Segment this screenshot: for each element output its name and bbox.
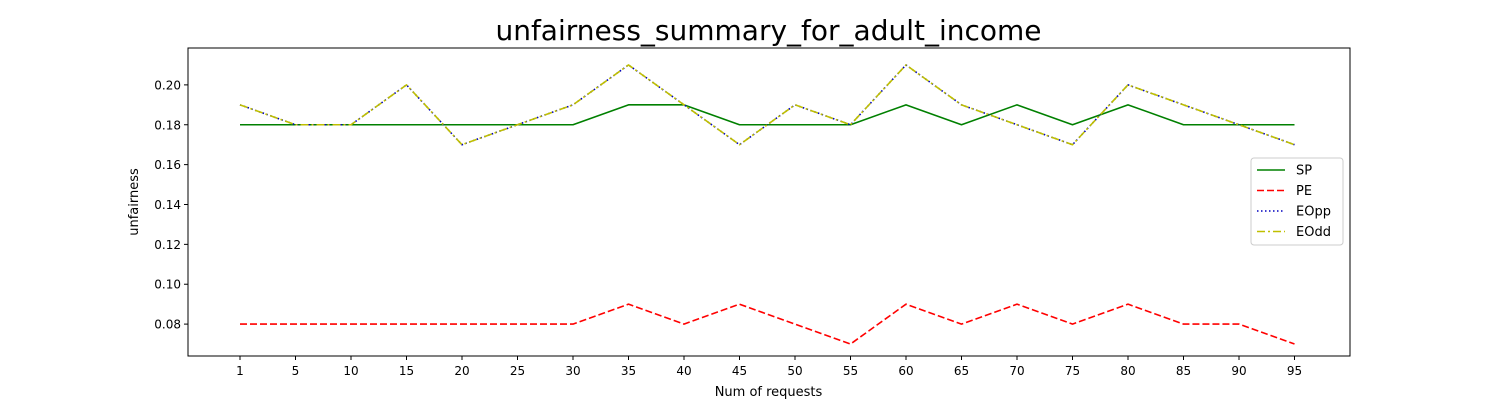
x-tick-label: 60 xyxy=(898,364,913,378)
legend-box xyxy=(1250,157,1344,246)
y-tick-label: 0.16 xyxy=(154,158,181,172)
y-axis: 0.08 0.10 0.12 0.14 0.16 0.18 0.20 xyxy=(154,78,188,332)
x-axis-label: Num of requests xyxy=(715,385,823,400)
y-tick-label: 0.14 xyxy=(154,198,181,212)
plot-frame xyxy=(187,47,1351,357)
y-tick-label: 0.12 xyxy=(154,238,181,252)
series-line-pe xyxy=(240,303,1295,345)
x-tick-label: 65 xyxy=(954,364,969,378)
y-tick-label: 0.20 xyxy=(154,78,181,92)
series-line-eodd xyxy=(239,64,1295,146)
x-tick-label: 75 xyxy=(1065,364,1080,378)
x-tick-label: 15 xyxy=(399,364,414,378)
x-tick-label: 95 xyxy=(1287,364,1302,378)
legend-label-eopp: EOpp xyxy=(1296,205,1331,220)
x-tick-label: 10 xyxy=(343,364,358,378)
y-tick-label: 0.08 xyxy=(154,318,181,332)
x-tick-label: 50 xyxy=(787,364,802,378)
x-tick-label: 40 xyxy=(676,364,691,378)
x-tick-label: 90 xyxy=(1231,364,1246,378)
legend-label-sp: SP xyxy=(1296,164,1312,179)
legend-label-eodd: EOdd xyxy=(1296,225,1331,240)
plot-area xyxy=(239,64,1295,345)
x-axis: 1 5 10 15 20 25 30 35 40 45 50 55 60 65 70 75 80 85 90 95 xyxy=(236,356,1302,378)
x-tick-label: 45 xyxy=(732,364,747,378)
x-tick-label: 30 xyxy=(565,364,580,378)
chart-title: unfairness_summary_for_adult_income xyxy=(495,14,1041,47)
x-tick-label: 25 xyxy=(510,364,525,378)
x-tick-label: 20 xyxy=(454,364,469,378)
y-axis-label: unfairness xyxy=(127,168,142,236)
legend-label-pe: PE xyxy=(1296,184,1312,199)
y-tick-label: 0.18 xyxy=(154,118,181,132)
series-line-eopp xyxy=(239,64,1295,146)
x-tick-label: 70 xyxy=(1009,364,1024,378)
x-tick-label: 35 xyxy=(621,364,636,378)
series-line-sp xyxy=(240,104,1295,126)
x-tick-label: 80 xyxy=(1120,364,1135,378)
y-tick-label: 0.10 xyxy=(154,278,181,292)
x-tick-label: 1 xyxy=(236,364,244,378)
legend: SP PE EOpp EOdd xyxy=(1250,157,1344,246)
x-tick-label: 85 xyxy=(1176,364,1191,378)
x-tick-label: 55 xyxy=(843,364,858,378)
x-tick-label: 5 xyxy=(292,364,300,378)
